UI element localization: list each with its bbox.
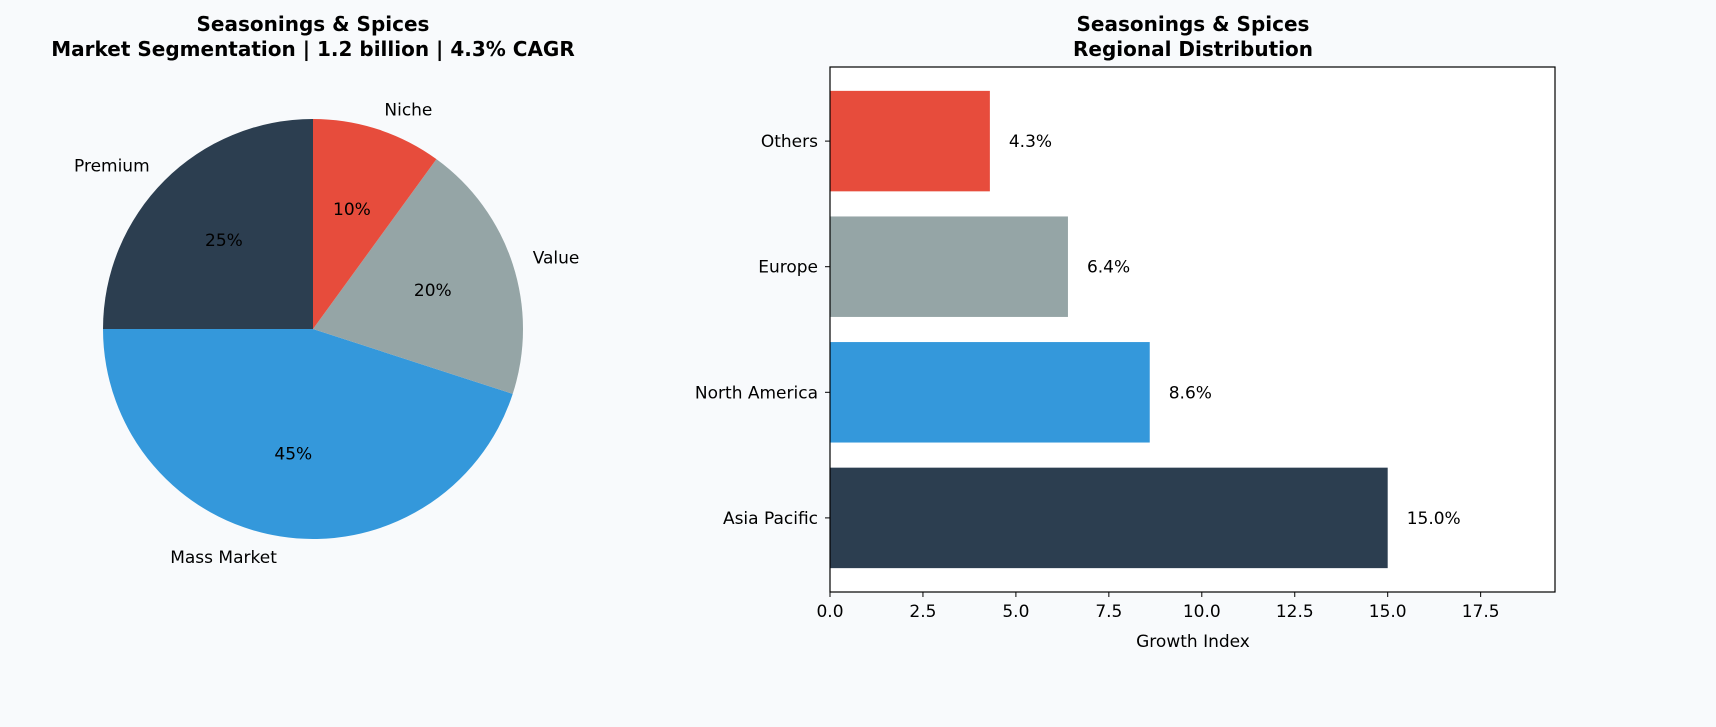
pie-pct-label: 20% <box>414 281 452 301</box>
y-tick-label: Asia Pacific <box>723 509 818 529</box>
bar-title-line1: Seasonings & Spices <box>1077 12 1310 36</box>
pie-title-line2: Market Segmentation | 1.2 billion | 4.3%… <box>51 37 574 61</box>
pie-pct-label: 10% <box>333 200 371 220</box>
pie-slice-premium <box>103 119 313 329</box>
y-tick-label: Others <box>761 132 818 152</box>
bar-asia-pacific <box>830 467 1388 569</box>
bar-title-line2: Regional Distribution <box>1073 37 1313 61</box>
pie-slice-value <box>313 159 523 394</box>
bar-value-label: 8.6% <box>1169 383 1212 403</box>
x-axis-label: Growth Index <box>1136 632 1250 652</box>
pie-slice-mass-market <box>103 329 513 539</box>
x-tick-label: 15.0 <box>1369 602 1407 622</box>
bar-europe <box>830 216 1068 317</box>
axes-frame <box>829 66 1556 593</box>
x-tick-label: 2.5 <box>909 602 936 622</box>
bar-north-america <box>830 342 1150 443</box>
pie-label: Premium <box>74 157 150 177</box>
x-tick-label: 17.5 <box>1462 602 1500 622</box>
pie-pct-label: 45% <box>274 444 312 464</box>
bar-value-label: 15.0% <box>1407 509 1461 529</box>
bar-chart: Seasonings & Spices Regional Distributio… <box>695 12 1556 652</box>
pie-label: Value <box>533 249 580 269</box>
bar-value-label: 6.4% <box>1087 258 1130 278</box>
y-tick-label: North America <box>695 383 818 403</box>
x-tick-label: 10.0 <box>1183 602 1221 622</box>
x-tick-label: 5.0 <box>1002 602 1029 622</box>
pie-title-line1: Seasonings & Spices <box>197 12 430 36</box>
pie-label: Mass Market <box>170 548 277 568</box>
x-tick-label: 0.0 <box>816 602 843 622</box>
bar-others <box>830 90 990 192</box>
pie-label: Niche <box>384 100 432 120</box>
x-tick-label: 7.5 <box>1095 602 1122 622</box>
bar-value-label: 4.3% <box>1009 132 1052 152</box>
y-tick-label: Europe <box>758 258 818 278</box>
pie-pct-label: 25% <box>205 231 243 251</box>
x-tick-label: 12.5 <box>1276 602 1314 622</box>
pie-chart: Seasonings & Spices Market Segmentation … <box>51 12 579 568</box>
pie-slice-niche <box>313 119 437 329</box>
